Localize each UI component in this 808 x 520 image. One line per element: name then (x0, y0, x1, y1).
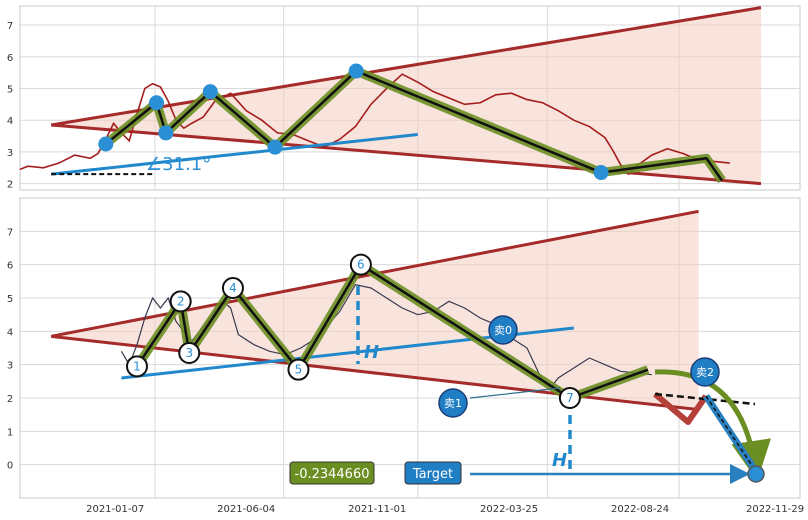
bot-pivot-label: 5 (295, 363, 303, 377)
sell0-label: 卖0 (494, 324, 512, 337)
height-label-upper: H (364, 342, 379, 363)
bot-pivot-label: 2 (177, 294, 185, 308)
bottom-wedge-fill (51, 211, 699, 410)
bot-x-tick-label: 2021-06-04 (217, 504, 275, 515)
projection-red-dip (653, 391, 709, 425)
sell0-marker (488, 315, 518, 345)
bot-pivot-label: 4 (229, 281, 237, 295)
top-y-ticks: 2 3 4 5 6 7 (7, 21, 13, 191)
top-pivot-dot (98, 136, 114, 152)
top-y-tick-label: 5 (7, 84, 13, 95)
value-box (289, 461, 375, 485)
bot-y-tick-label: 7 (7, 227, 13, 238)
bot-x-tick-label: 2021-01-07 (86, 504, 144, 515)
bottom-x-ticks: 2021-01-07 2021-06-04 2021-11-01 2022-03-25… (86, 504, 804, 515)
top-pivot-dot (593, 165, 609, 181)
top-y-tick-label: 4 (7, 116, 13, 127)
bottom-wedge-lower-line (51, 334, 699, 412)
bottom-y-ticks: 0 1 2 3 4 5 6 7 (7, 227, 13, 471)
bot-pivot-label: 7 (566, 391, 574, 405)
sell1-connector (469, 387, 561, 399)
bot-x-tick-label: 2022-03-25 (480, 504, 538, 515)
bot-x-tick-label: 2022-11-29 (746, 504, 804, 515)
bot-x-tick-label: 2021-11-01 (348, 504, 406, 515)
top-y-tick-label: 3 (7, 148, 13, 159)
sell1-label: 卖1 (444, 397, 462, 410)
bot-pivot-circle (178, 342, 201, 364)
bot-pivot-circle (349, 253, 372, 276)
top-y-tick-label: 2 (7, 180, 13, 191)
bot-pivot-circle (221, 277, 244, 299)
top-panel: 2 3 4 5 6 7 ∠31.1° (7, 5, 801, 191)
bot-pivot-label: 6 (357, 258, 365, 272)
target-box-text: Target (412, 467, 453, 482)
sell2-label: 卖2 (696, 366, 714, 379)
top-pivot-dot (149, 95, 164, 111)
top-pivot-dot (202, 84, 218, 100)
bottom-pivot-points: 1 2 3 4 5 6 7 (126, 253, 581, 409)
bot-y-tick-label: 1 (7, 427, 13, 438)
bot-y-tick-label: 4 (7, 327, 13, 338)
target-box (404, 461, 462, 485)
projection-blue-drop-dash (705, 395, 756, 471)
top-y-tick-label: 7 (7, 21, 13, 32)
bot-y-tick-label: 0 (7, 461, 13, 472)
target-point (747, 465, 765, 483)
sell2-marker (690, 357, 720, 387)
bot-pivot-label: 3 (185, 346, 193, 360)
bot-pivot-circle (169, 290, 192, 313)
angle-label: ∠31.1° (146, 154, 211, 175)
height-label-lower: H (552, 450, 567, 471)
bot-y-tick-label: 2 (7, 394, 13, 405)
projection-green-arc (654, 369, 771, 481)
top-support-line (51, 132, 418, 176)
top-y-tick-label: 6 (7, 53, 13, 64)
top-pivot-points (98, 63, 609, 181)
bot-pivot-circle (558, 387, 581, 409)
bot-y-tick-label: 6 (7, 261, 13, 272)
top-pivot-dot (267, 139, 283, 155)
value-box-text: -0.2344660 (295, 467, 370, 482)
bot-pivot-label: 1 (133, 359, 141, 373)
top-pivot-dot (348, 63, 364, 79)
top-pivot-dot (158, 125, 174, 141)
sell1-marker (438, 388, 468, 418)
bot-x-tick-label: 2022-08-24 (611, 504, 669, 515)
bot-pivot-circle (126, 355, 148, 378)
bot-y-tick-label: 3 (7, 361, 13, 372)
bot-pivot-circle (287, 358, 310, 381)
bot-y-tick-label: 5 (7, 294, 13, 305)
